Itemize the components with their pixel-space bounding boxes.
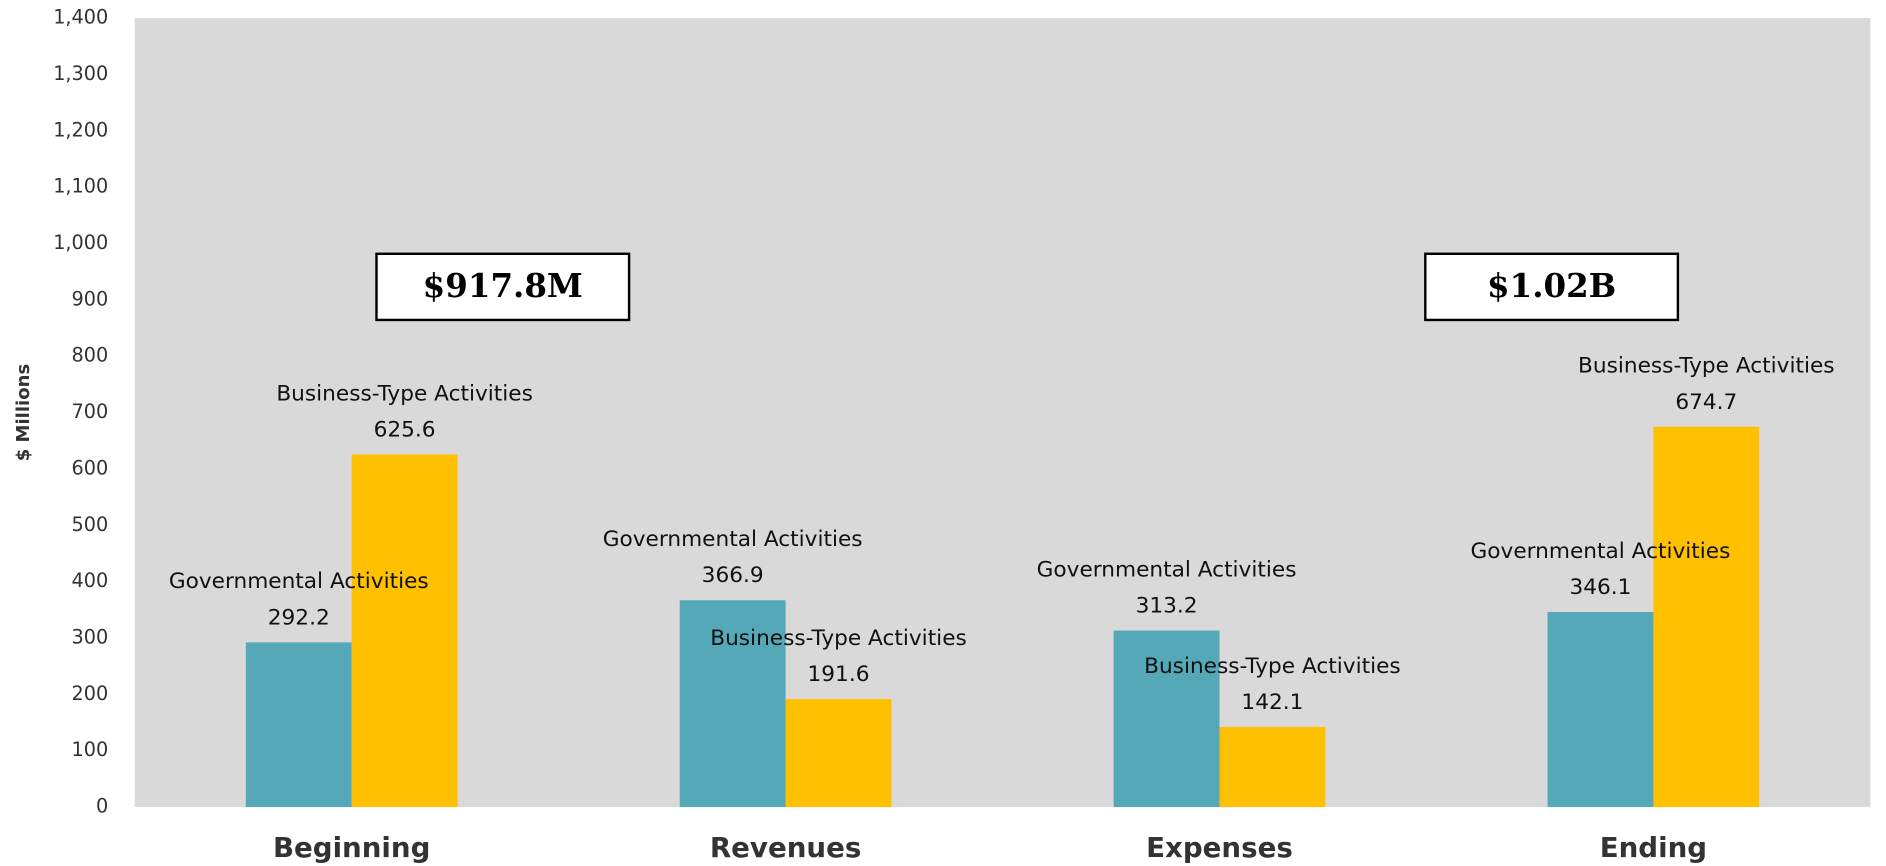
data-label-name: Business-Type Activities [276,381,533,406]
y-tick-label: 500 [72,513,109,536]
bar [1653,426,1760,808]
annotation-box [1424,252,1680,322]
y-tick-label: 300 [72,625,109,648]
data-label: 625.6 [374,417,436,442]
y-tick-label: 1,100 [53,175,108,198]
data-label: 346.1 [1569,575,1631,600]
y-tick-label: 1,400 [53,6,108,29]
data-label-name: Business-Type Activities [710,626,967,651]
data-label: 674.7 [1675,390,1737,415]
x-tick-label: Expenses [1146,831,1293,864]
data-label: 366.9 [702,563,764,588]
bar [1113,630,1220,808]
y-axis-label: $ Millions [13,364,34,461]
data-label-name: Business-Type Activities [1578,354,1835,379]
data-label-name: Governmental Activities [1471,539,1731,564]
annotation: $917.8M [423,267,583,305]
bar [351,454,458,808]
bar [679,600,786,808]
data-label-name: Governmental Activities [1037,557,1297,582]
data-label-name: Governmental Activities [169,569,429,594]
bar [1547,612,1654,808]
data-label: 292.2 [268,605,330,630]
data-label: 191.6 [808,662,870,687]
y-tick-label: 0 [96,795,108,818]
y-tick-label: 600 [72,456,109,479]
annotation: $1.02B [1487,267,1616,305]
data-label: 313.2 [1136,593,1198,618]
y-tick-label: 1,300 [53,62,108,85]
x-tick-label: Ending [1600,831,1707,864]
bar [785,699,892,808]
y-tick-label: 1,000 [53,231,108,254]
data-label-name: Business-Type Activities [1144,654,1401,679]
y-tick-label: 900 [72,287,109,310]
x-tick-label: Beginning [273,831,430,864]
x-tick-label: Revenues [710,831,861,864]
bar [245,642,352,808]
annotation-box [375,252,631,322]
y-tick-label: 200 [72,682,109,705]
y-tick-label: 1,200 [53,118,108,141]
y-tick-label: 800 [72,344,109,367]
data-label-name: Governmental Activities [603,527,863,552]
data-label: 142.1 [1241,690,1303,715]
y-tick-label: 400 [72,569,109,592]
y-tick-label: 100 [72,738,109,761]
bar [1219,726,1326,808]
y-tick-label: 700 [72,400,109,423]
